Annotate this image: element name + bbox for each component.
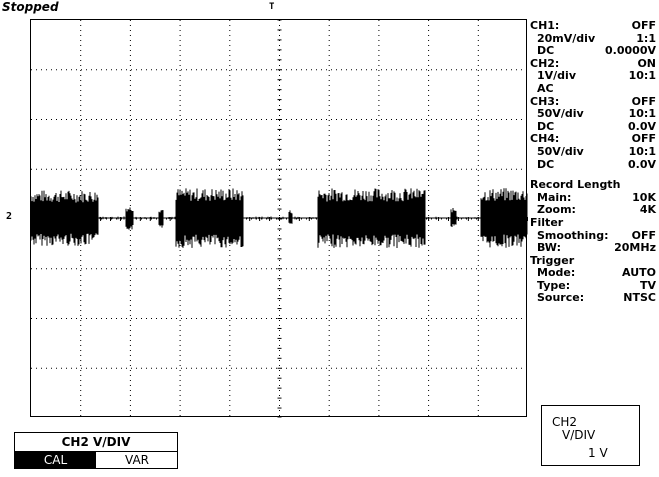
setting-label: Smoothing: (537, 228, 609, 242)
settings-row: Filter (530, 215, 656, 230)
trigger-position-marker[interactable]: T (269, 2, 275, 12)
setting-label: DC (537, 44, 555, 58)
ch2-vdiv-readout: CH2 V/DIV 1 V (541, 405, 640, 466)
settings-row: Record Length (530, 179, 656, 192)
settings-row: 50V/div 10:1 (530, 144, 656, 159)
setting-value: 0.0V (628, 119, 656, 133)
settings-row: 50V/div 10:1 (530, 108, 656, 121)
vdiv-mode-menu: CH2 V/DIV CAL VAR (14, 432, 178, 469)
setting-label: Trigger (530, 253, 575, 267)
settings-row: Trigger (530, 253, 656, 268)
setting-value: 10:1 (628, 144, 656, 158)
setting-value: 0.0000V (605, 44, 656, 58)
ch2-ground-marker[interactable]: 2 (6, 211, 13, 222)
settings-row: CH2: ON (530, 56, 656, 71)
setting-value: ON (637, 56, 656, 70)
settings-row: DC 0.0V (530, 119, 656, 134)
setting-label: 50V/div (537, 144, 584, 158)
setting-label: AC (537, 81, 554, 95)
cal-option[interactable]: CAL (15, 451, 96, 469)
waveform-display (30, 19, 528, 418)
setting-value: OFF (631, 132, 656, 146)
setting-label: CH1: (530, 19, 560, 32)
vdiv-menu-title: CH2 V/DIV (15, 433, 177, 452)
setting-label: 20mV/div (537, 31, 596, 45)
setting-value: OFF (631, 228, 656, 242)
settings-row: DC 0.0V (530, 157, 656, 172)
setting-label: Zoom: (537, 203, 576, 217)
readout-channel: CH2 (552, 415, 578, 429)
settings-row: CH1: OFF (530, 19, 656, 33)
setting-label: CH4: (530, 132, 560, 146)
settings-row: 20mV/div 1:1 (530, 31, 656, 46)
acquisition-status: Stopped (2, 0, 59, 14)
settings-panel: CH1: OFF 20mV/div 1:1 DC 0.0000V CH2: ON 1V/div 1… (530, 19, 656, 305)
setting-value: 10:1 (628, 107, 656, 121)
setting-value: TV (639, 278, 656, 292)
setting-value: NTSC (623, 291, 656, 305)
ch2-waveform-trace (31, 188, 528, 248)
setting-label: Type: (537, 278, 571, 292)
setting-label: 1V/div (537, 69, 576, 83)
setting-label: BW: (537, 241, 561, 255)
setting-value: 1:1 (636, 31, 656, 45)
waveform-canvas (31, 20, 528, 418)
settings-row: Source: NTSC (530, 292, 656, 305)
settings-row: Mode: AUTO (530, 267, 656, 280)
settings-row: CH4: OFF (530, 133, 656, 146)
setting-label: Filter (530, 215, 564, 229)
setting-value: 10K (632, 190, 656, 204)
setting-label: Main: (537, 190, 572, 204)
setting-label: CH3: (530, 94, 560, 108)
setting-value: 0.0V (628, 157, 656, 171)
readout-label: V/DIV (562, 428, 596, 442)
settings-row: BW: 20MHz (530, 241, 656, 255)
setting-value: 4K (639, 203, 656, 217)
settings-row: Zoom: 4K (530, 204, 656, 217)
setting-label: DC (537, 119, 555, 133)
settings-row: DC 0.0000V (530, 45, 656, 58)
setting-label: 50V/div (537, 107, 584, 121)
var-option[interactable]: VAR (125, 453, 149, 467)
setting-value: OFF (631, 94, 656, 108)
settings-row: 1V/div 10:1 (530, 70, 656, 83)
setting-label: Mode: (537, 266, 576, 280)
setting-label: CH2: (530, 56, 560, 70)
setting-label: Source: (537, 291, 585, 305)
setting-value: AUTO (622, 266, 656, 280)
settings-row: CH3: OFF (530, 94, 656, 109)
setting-value: 20MHz (614, 241, 656, 255)
setting-value: 10:1 (628, 69, 656, 83)
settings-row: Type: TV (530, 278, 656, 293)
settings-row: AC (530, 81, 656, 96)
setting-label: DC (537, 157, 555, 171)
settings-row: Main: 10K (530, 190, 656, 205)
setting-value: OFF (631, 19, 656, 32)
readout-value: 1 V (588, 446, 608, 460)
setting-label: Record Length (530, 178, 621, 192)
settings-row: Smoothing: OFF (530, 228, 656, 243)
